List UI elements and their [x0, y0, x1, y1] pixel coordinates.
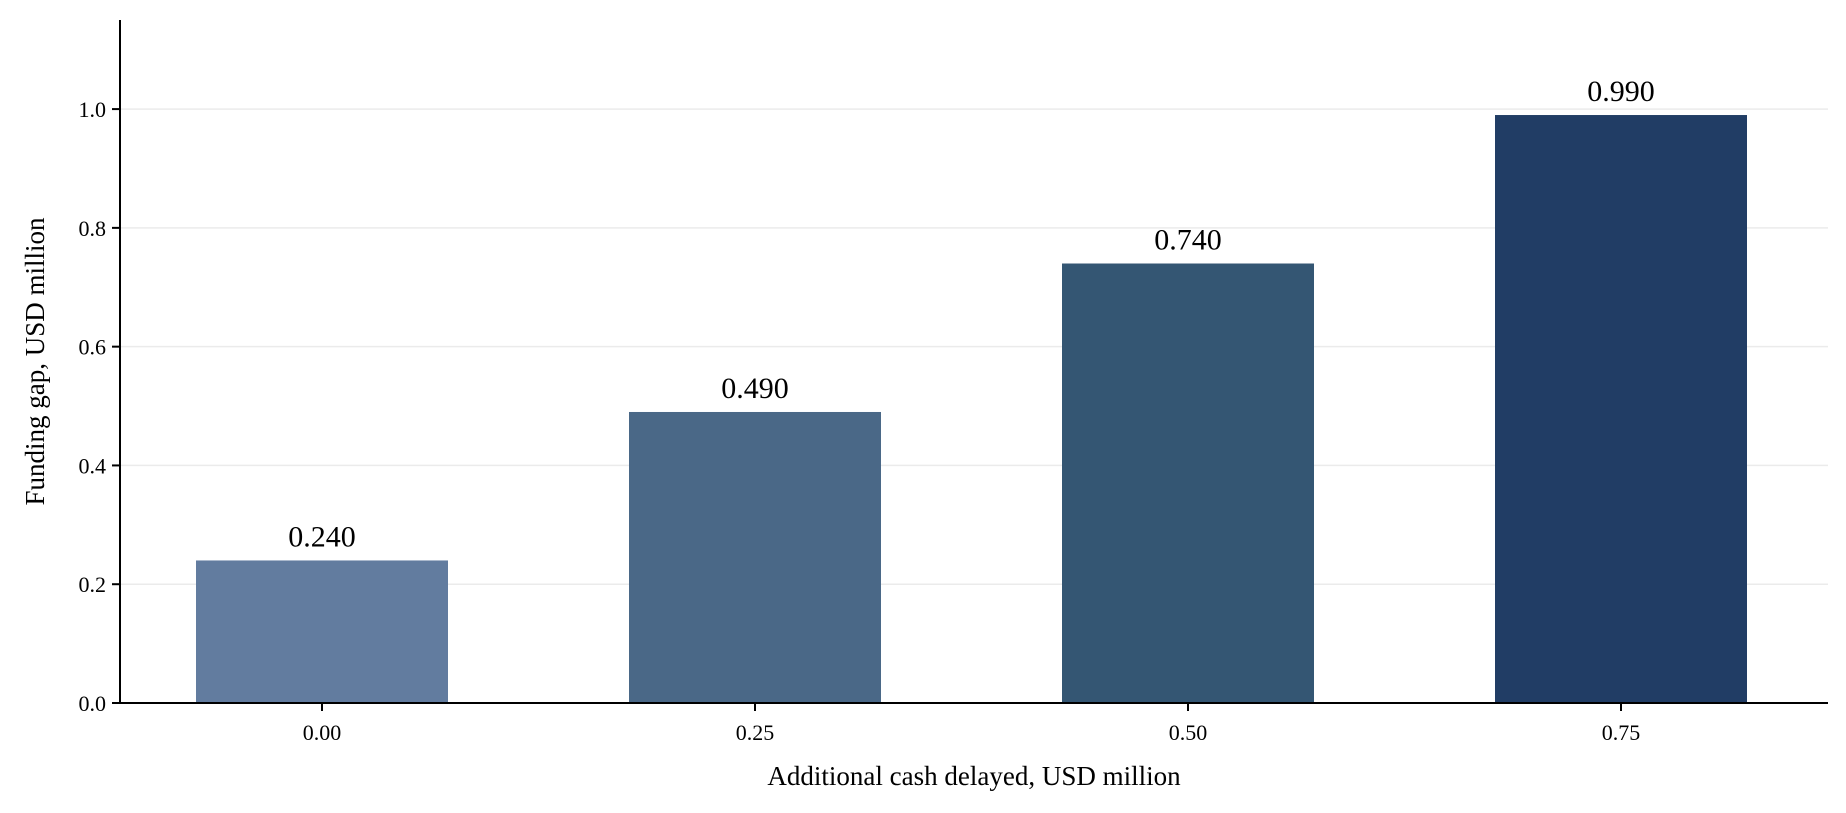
bar	[196, 560, 448, 703]
axes	[119, 20, 1828, 704]
y-tick-label: 0.6	[79, 335, 107, 360]
x-axis-label: Additional cash delayed, USD million	[767, 761, 1181, 791]
bar	[629, 411, 881, 703]
bar	[1062, 263, 1314, 703]
y-tick-label: 0.2	[79, 572, 107, 597]
x-tick-label: 0.00	[303, 720, 342, 745]
y-tick-label: 0.0	[79, 691, 107, 716]
bar-value-label: 0.490	[721, 372, 789, 405]
y-axis-label: Funding gap, USD million	[20, 217, 50, 506]
x-tick-label: 0.25	[736, 720, 775, 745]
x-tick-label: 0.75	[1602, 720, 1641, 745]
y-ticks: 0.0 0.2 0.4 0.6 0.8 1.0	[79, 97, 120, 716]
bars	[196, 115, 1747, 704]
bar-value-label: 0.740	[1154, 224, 1222, 257]
bar	[1495, 115, 1747, 704]
bar-value-label: 0.240	[288, 520, 356, 553]
y-tick-label: 1.0	[79, 97, 107, 122]
y-tick-label: 0.4	[79, 453, 107, 478]
x-ticks: 0.00 0.25 0.50 0.75	[303, 703, 1641, 745]
y-tick-label: 0.8	[79, 216, 107, 241]
x-tick-label: 0.50	[1169, 720, 1208, 745]
bar-value-label: 0.990	[1587, 75, 1655, 108]
data-labels: 0.240 0.490 0.740 0.990	[288, 75, 1655, 553]
